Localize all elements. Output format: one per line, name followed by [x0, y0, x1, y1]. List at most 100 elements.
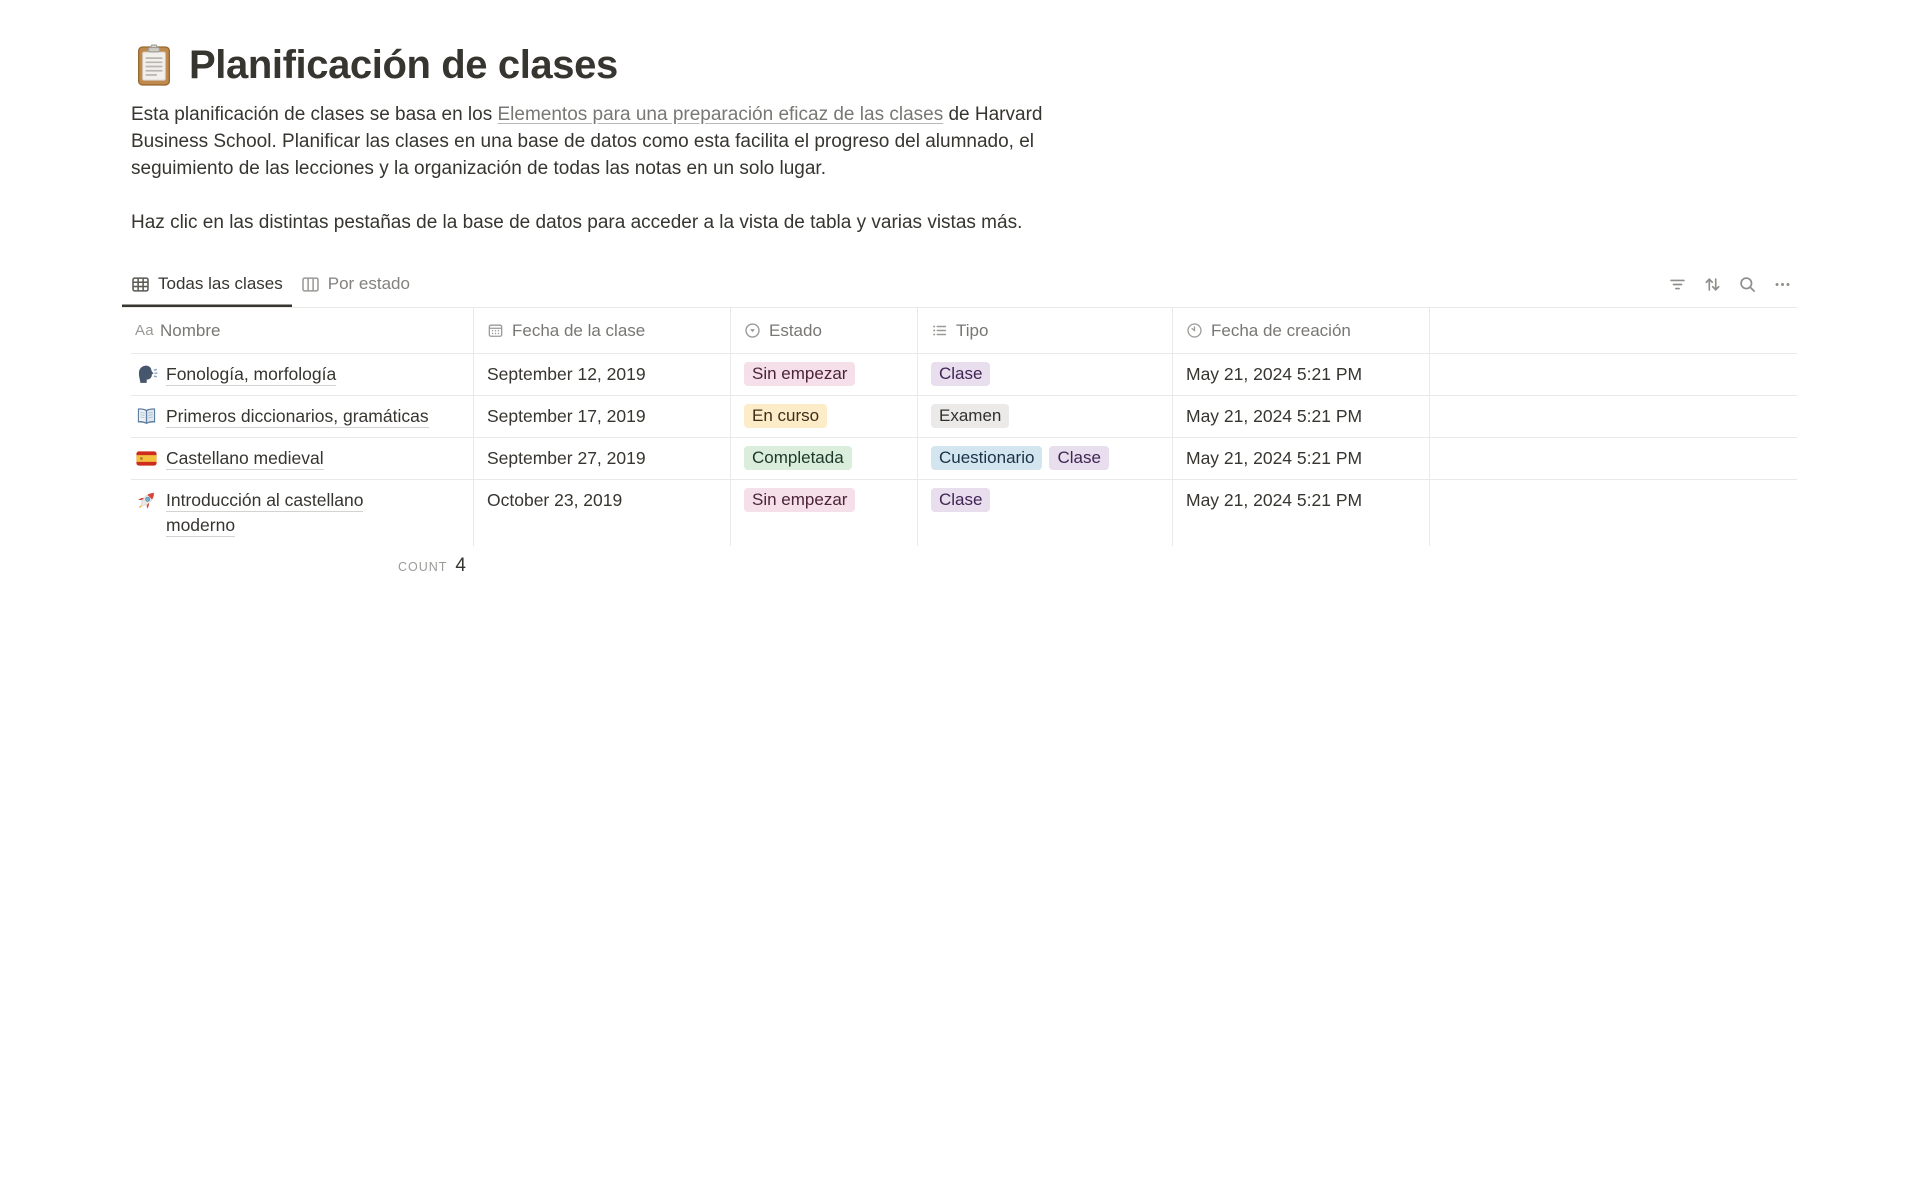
- sort-icon[interactable]: [1699, 271, 1725, 297]
- estado-cell[interactable]: En curso: [731, 396, 918, 437]
- table-header-row: Aa Nombre Fecha de la clase Estado Tipo …: [131, 308, 1797, 353]
- status-icon: [744, 322, 761, 339]
- created-date: May 21, 2024 5:21 PM: [1186, 406, 1363, 426]
- row-title[interactable]: Introducción al castellano moderno: [166, 490, 364, 537]
- table-row: Primeros diccionarios, gramáticas Septem…: [131, 395, 1797, 437]
- count-label: COUNT: [397, 560, 448, 574]
- row-spacer: [1430, 480, 1797, 546]
- name-cell[interactable]: Primeros diccionarios, gramáticas: [131, 396, 474, 437]
- date-cell[interactable]: September 27, 2019: [474, 438, 731, 479]
- tipo-cell[interactable]: Examen: [918, 396, 1173, 437]
- count-calculation[interactable]: COUNT 4: [131, 555, 474, 577]
- tag-badge[interactable]: Clase: [931, 362, 991, 386]
- intro-text-before-link: Esta planificación de clases se basa en …: [131, 104, 498, 125]
- name-cell[interactable]: Castellano medieval: [131, 438, 474, 479]
- name-cell[interactable]: Introducción al castellano moderno: [131, 480, 474, 546]
- tag-badge[interactable]: Clase: [1049, 446, 1109, 470]
- estado-cell[interactable]: Sin empezar: [731, 480, 918, 546]
- intro-second-paragraph[interactable]: Haz clic en las distintas pestañas de la…: [131, 212, 1023, 233]
- database-toolbar: [1664, 261, 1797, 307]
- row-spacer: [1430, 438, 1797, 479]
- page-title[interactable]: Planificación de clases: [189, 42, 618, 87]
- clock-icon: [1186, 322, 1203, 339]
- notion-page: Planificación de clases Esta planificaci…: [122, 0, 1797, 586]
- tipo-badges: Cuestionario Clase: [931, 446, 1109, 470]
- created-date: May 21, 2024 5:21 PM: [1186, 364, 1363, 384]
- tipo-badges: Clase: [931, 488, 991, 512]
- row-title[interactable]: Primeros diccionarios, gramáticas: [166, 406, 429, 428]
- class-date: September 17, 2019: [487, 406, 646, 426]
- tipo-badges: Examen: [931, 404, 1010, 428]
- table-row: Castellano medieval September 27, 2019 C…: [131, 437, 1797, 479]
- table-view-icon: [131, 275, 150, 294]
- estado-cell[interactable]: Completada: [731, 438, 918, 479]
- count-value: 4: [455, 555, 466, 576]
- created-cell[interactable]: May 21, 2024 5:21 PM: [1173, 480, 1430, 546]
- tag-badge[interactable]: Sin empezar: [744, 362, 856, 386]
- tab-todas-las-clases[interactable]: Todas las clases: [122, 261, 292, 307]
- column-header-nombre[interactable]: Aa Nombre: [131, 308, 474, 353]
- column-header-label: Fecha de la clase: [512, 320, 646, 340]
- tag-badge[interactable]: Cuestionario: [931, 446, 1043, 470]
- column-header-tipo[interactable]: Tipo: [918, 308, 1173, 353]
- column-header-estado[interactable]: Estado: [731, 308, 918, 353]
- created-cell[interactable]: May 21, 2024 5:21 PM: [1173, 354, 1430, 395]
- filter-icon[interactable]: [1664, 271, 1690, 297]
- clipboard-emoji[interactable]: [131, 42, 177, 88]
- row-spacer: [1430, 354, 1797, 395]
- class-date: September 27, 2019: [487, 448, 646, 468]
- tipo-badges: Clase: [931, 362, 991, 386]
- database-tab-bar: Todas las clases Por estado: [122, 261, 1797, 308]
- column-header-label: Fecha de creación: [1211, 320, 1351, 340]
- spain-flag-emoji: [135, 447, 158, 470]
- tag-badge[interactable]: Examen: [931, 404, 1010, 428]
- column-header-fecha-creacion[interactable]: Fecha de creación: [1173, 308, 1430, 353]
- date-cell[interactable]: October 23, 2019: [474, 480, 731, 546]
- intro-paragraph[interactable]: Esta planificación de clases se basa en …: [131, 101, 1071, 182]
- list-icon: [931, 322, 948, 339]
- column-header-label: Tipo: [956, 320, 989, 340]
- row-spacer: [1430, 396, 1797, 437]
- open-book-emoji: [135, 405, 158, 428]
- tab-label: Por estado: [327, 274, 410, 293]
- tag-badge[interactable]: Clase: [931, 488, 991, 512]
- rocket-emoji: [135, 489, 158, 512]
- table-row: Fonología, morfología September 12, 2019…: [131, 353, 1797, 395]
- search-icon[interactable]: [1734, 271, 1760, 297]
- more-icon[interactable]: [1769, 271, 1795, 297]
- text-icon: Aa: [135, 322, 154, 339]
- name-cell[interactable]: Fonología, morfología: [131, 354, 474, 395]
- class-date: September 12, 2019: [487, 364, 646, 384]
- tipo-cell[interactable]: Clase: [918, 354, 1173, 395]
- created-cell[interactable]: May 21, 2024 5:21 PM: [1173, 396, 1430, 437]
- page-header: Planificación de clases: [131, 42, 1797, 88]
- created-cell[interactable]: May 21, 2024 5:21 PM: [1173, 438, 1430, 479]
- speaking-head-emoji: [135, 363, 158, 386]
- tag-badge[interactable]: Sin empezar: [744, 488, 856, 512]
- tipo-cell[interactable]: Clase: [918, 480, 1173, 546]
- column-header-fecha-clase[interactable]: Fecha de la clase: [474, 308, 731, 353]
- intro-text-after-link: de Harvard Business School. Planificar l…: [131, 104, 1043, 179]
- tipo-cell[interactable]: Cuestionario Clase: [918, 438, 1173, 479]
- date-cell[interactable]: September 17, 2019: [474, 396, 731, 437]
- table-footer: COUNT 4: [131, 546, 1797, 586]
- tag-badge[interactable]: En curso: [744, 404, 828, 428]
- created-date: May 21, 2024 5:21 PM: [1186, 448, 1363, 468]
- calendar-icon: [487, 322, 504, 339]
- column-header-spacer: [1430, 308, 1797, 353]
- database-block: Todas las clases Por estado Aa Nombre Fe…: [122, 261, 1797, 586]
- tab-label: Todas las clases: [158, 274, 283, 293]
- column-header-label: Nombre: [160, 320, 221, 340]
- class-date: October 23, 2019: [487, 490, 623, 510]
- estado-badges: Completada: [744, 446, 852, 470]
- row-title[interactable]: Castellano medieval: [166, 448, 324, 470]
- tab-por-estado[interactable]: Por estado: [292, 261, 419, 307]
- created-date: May 21, 2024 5:21 PM: [1186, 490, 1363, 510]
- date-cell[interactable]: September 12, 2019: [474, 354, 731, 395]
- table-row: Introducción al castellano moderno Octob…: [131, 479, 1797, 546]
- harvard-elements-link[interactable]: Elementos para una preparación eficaz de…: [497, 104, 944, 125]
- estado-cell[interactable]: Sin empezar: [731, 354, 918, 395]
- tag-badge[interactable]: Completada: [744, 446, 852, 470]
- row-title[interactable]: Fonología, morfología: [166, 364, 337, 386]
- column-header-label: Estado: [769, 320, 822, 340]
